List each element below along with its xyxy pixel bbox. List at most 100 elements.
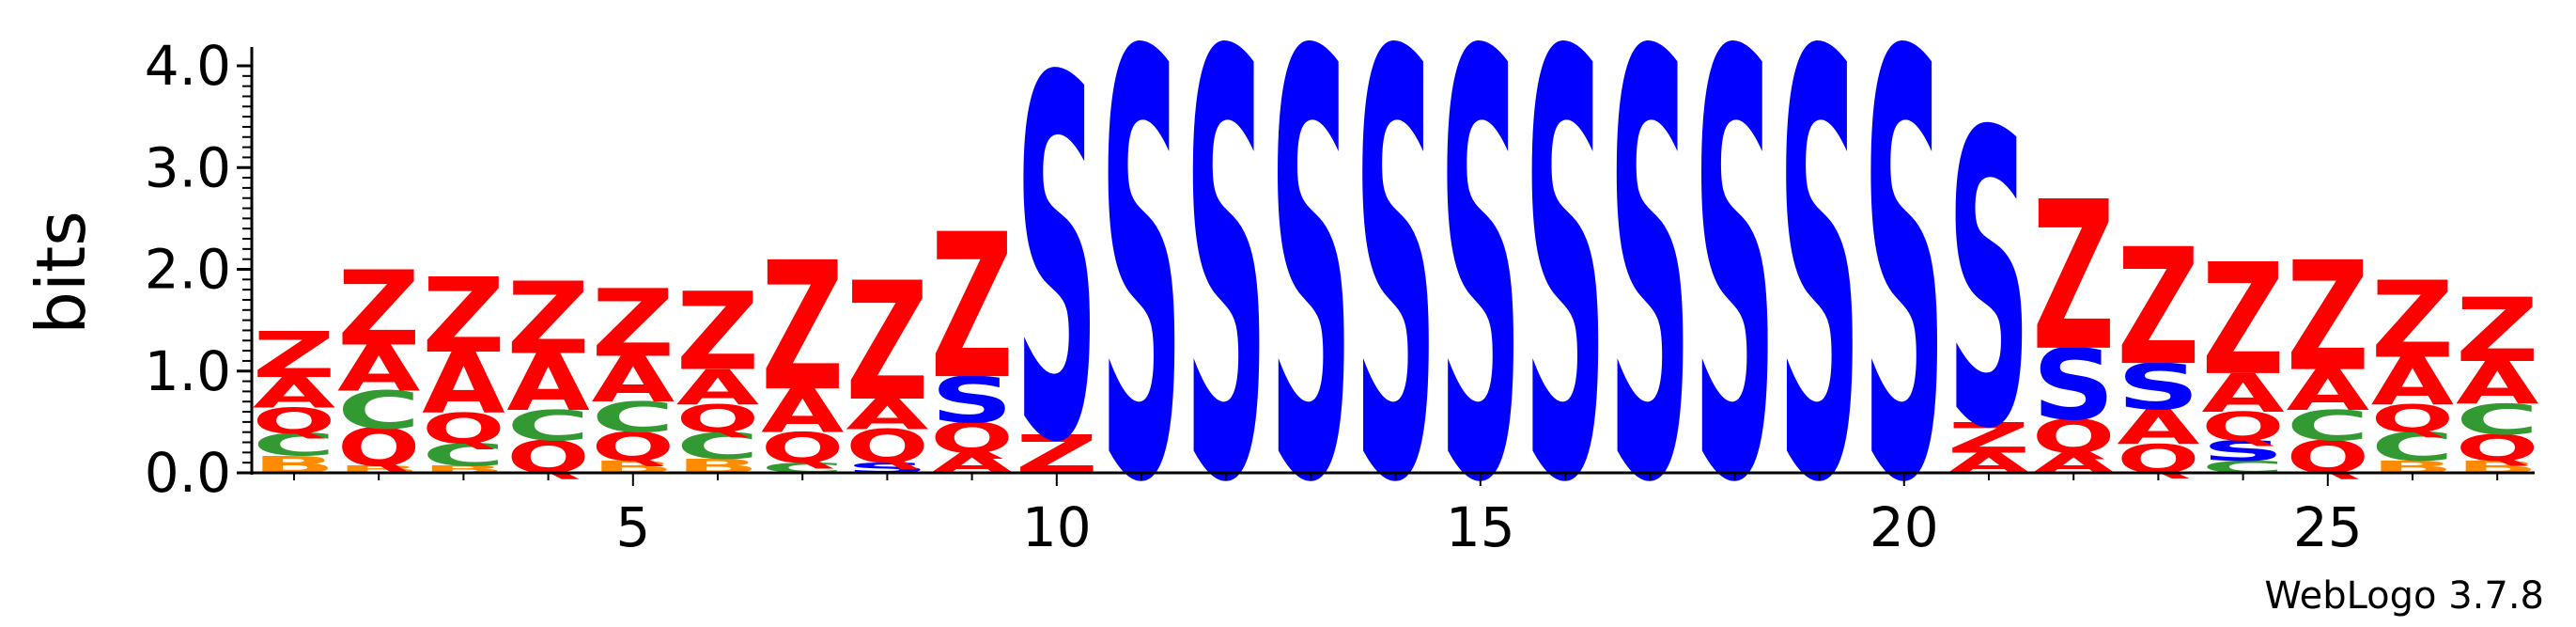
logo-letter-S: S bbox=[1693, 0, 1776, 611]
logo-letter-Q: Q bbox=[761, 424, 844, 473]
logo-letter-B: B bbox=[422, 464, 504, 476]
logo-columns: BCQAZBQCAZBCQAZQCAZBQCAZBCQAZCQAZSQAZAQS… bbox=[253, 0, 2539, 611]
logo-letter-Z: Z bbox=[506, 260, 589, 376]
logo-letter-Z: Z bbox=[253, 320, 335, 392]
logo-letter-Z: Z bbox=[2371, 259, 2454, 383]
logo-letter-C: C bbox=[253, 427, 335, 462]
logo-letter-A: A bbox=[2371, 344, 2454, 420]
logo-letter-Z: Z bbox=[592, 270, 675, 378]
logo-letter-A: A bbox=[846, 391, 928, 439]
logo-letter-Q: Q bbox=[846, 421, 928, 475]
logo-letter-Q: Q bbox=[337, 418, 420, 478]
x-axis-ticks: 5 10 15 20 25 bbox=[293, 473, 2499, 559]
logo-letter-S: S bbox=[1354, 0, 1436, 611]
logo-letter-Q: Q bbox=[422, 404, 504, 453]
logo-column-20: S bbox=[1863, 0, 1946, 611]
logo-letter-A: A bbox=[337, 333, 420, 406]
logo-letter-Z: Z bbox=[422, 257, 504, 377]
logo-letter-S: S bbox=[1439, 0, 1522, 611]
logo-column-21: AZS bbox=[1948, 46, 2031, 518]
logo-letter-Z: Z bbox=[2201, 230, 2284, 409]
logo-letter-A: A bbox=[592, 344, 675, 417]
logo-letter-C: C bbox=[592, 394, 675, 442]
logo-letter-Z: Z bbox=[1948, 414, 2030, 462]
logo-letter-Q: Q bbox=[2201, 404, 2284, 449]
logo-column-15: S bbox=[1439, 0, 1522, 611]
y-axis-ticks: 0.0 1.0 2.0 3.0 4.0 bbox=[145, 34, 252, 505]
logo-letter-A: A bbox=[506, 337, 589, 429]
logo-letter-S: S bbox=[1777, 0, 1860, 611]
logo-letter-Z: Z bbox=[2117, 213, 2199, 400]
logo-letter-S: S bbox=[1269, 0, 1352, 611]
y-tick-label: 2.0 bbox=[145, 238, 231, 302]
logo-letter-A: A bbox=[2201, 363, 2285, 425]
x-tick-label: 25 bbox=[2293, 495, 2363, 559]
logo-letter-Z: Z bbox=[846, 248, 928, 437]
logo-column-18: S bbox=[1693, 0, 1776, 611]
logo-letter-S: S bbox=[1863, 0, 1946, 611]
logo-letter-C: C bbox=[676, 425, 759, 467]
logo-letter-S: S bbox=[2201, 435, 2284, 468]
y-axis-title: bits bbox=[22, 211, 101, 334]
x-tick-label: 5 bbox=[615, 495, 650, 559]
logo-letter-S: S bbox=[1608, 0, 1691, 611]
logo-letter-C: C bbox=[506, 402, 589, 450]
logo-column-17: S bbox=[1608, 0, 1691, 611]
logo-letter-B: B bbox=[337, 464, 420, 476]
logo-letter-A: A bbox=[2117, 400, 2200, 456]
logo-letter-S: S bbox=[1016, 0, 1098, 552]
logo-letter-A: A bbox=[422, 336, 504, 432]
logo-letter-Q: Q bbox=[2456, 428, 2538, 470]
logo-column-14: S bbox=[1354, 0, 1436, 611]
logo-column-19: S bbox=[1777, 0, 1860, 611]
logo-letter-Z: Z bbox=[2287, 229, 2369, 405]
logo-letter-C: C bbox=[2371, 425, 2454, 470]
logo-letter-S: S bbox=[1185, 0, 1267, 611]
logo-letter-C: C bbox=[2456, 396, 2538, 444]
logo-letter-C: C bbox=[422, 437, 504, 473]
logo-letter-Q: Q bbox=[2032, 411, 2115, 464]
logo-letter-S: S bbox=[1948, 46, 2030, 518]
logo-letter-A: A bbox=[2456, 350, 2538, 417]
x-tick-label: 15 bbox=[1446, 495, 1515, 559]
logo-letter-A: A bbox=[253, 369, 335, 417]
logo-letter-S: S bbox=[930, 364, 1013, 437]
logo-letter-A: A bbox=[676, 359, 760, 415]
logo-letter-S: S bbox=[1100, 0, 1183, 611]
logo-letter-S: S bbox=[1524, 0, 1606, 611]
logo-letter-A: A bbox=[2287, 359, 2369, 423]
logo-letter-Q: Q bbox=[930, 414, 1013, 462]
logo-letter-Z: Z bbox=[930, 191, 1013, 424]
y-tick-label: 1.0 bbox=[145, 339, 231, 403]
logo-letter-Z: Z bbox=[761, 226, 844, 431]
logo-letter-Q: Q bbox=[676, 398, 759, 442]
logo-letter-Q: Q bbox=[2371, 398, 2454, 442]
logo-column-12: S bbox=[1185, 0, 1267, 611]
weblogo-credit: WebLogo 3.7.8 bbox=[2264, 574, 2544, 618]
logo-letter-C: C bbox=[2287, 402, 2369, 450]
logo-letter-Z: Z bbox=[337, 249, 420, 369]
logo-column-13: S bbox=[1269, 0, 1352, 611]
logo-letter-S: S bbox=[2032, 329, 2115, 443]
logo-letter-S: S bbox=[2117, 351, 2199, 424]
y-tick-label: 0.0 bbox=[145, 441, 231, 505]
logo-letter-Z: Z bbox=[2456, 279, 2538, 382]
logo-letter-Q: Q bbox=[253, 401, 335, 442]
logo-letter-Z: Z bbox=[2032, 157, 2115, 396]
logo-letter-Z: Z bbox=[676, 269, 759, 394]
